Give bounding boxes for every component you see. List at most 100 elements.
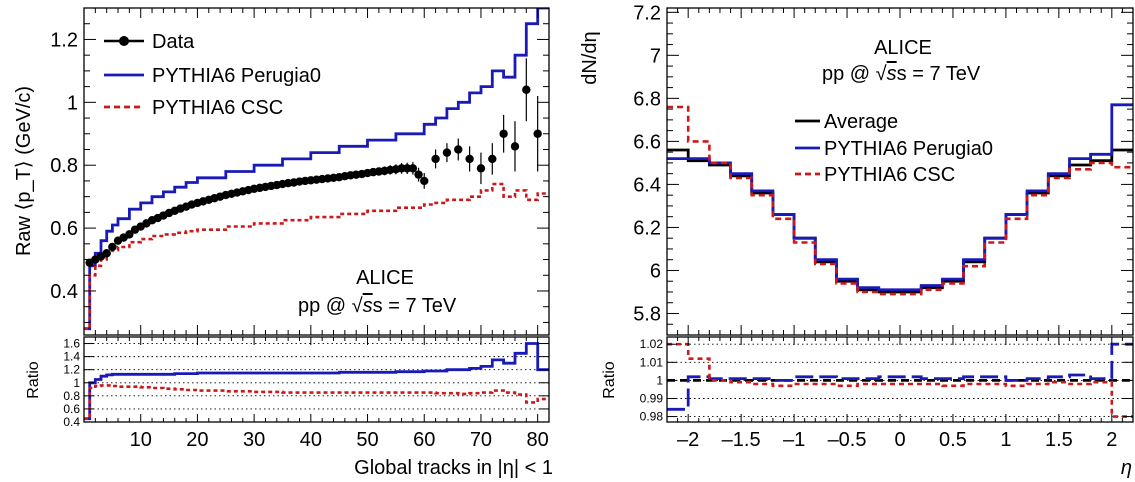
main-plot-area: [667, 103, 1133, 296]
legend-marker-data: [119, 36, 129, 46]
y-tick-label: 6.4: [633, 174, 661, 196]
series-line: [667, 105, 1133, 296]
ratio-tick-label: 1: [656, 373, 663, 387]
legend-label-data: Data: [152, 31, 195, 53]
legend-label-perugia0: PYTHIA6 Perugia0: [824, 138, 993, 160]
x-tick-label: –0.5: [828, 429, 867, 451]
data-point: [465, 154, 474, 164]
y-tick-label: 5.8: [633, 303, 661, 325]
y-tick-label: 0.6: [50, 218, 78, 240]
data-point: [454, 145, 463, 154]
ratio-line: [84, 342, 549, 421]
y-tick-label: 7: [650, 45, 661, 67]
ratio-plot-area: [84, 342, 549, 422]
data-point: [408, 164, 418, 173]
chart-pseudorapidity: –2 –1.5 –1 –0.5 0 0.5 1 1.5 2 5.8 6 6.2 6.4 6.6 6.8 7 7.…: [579, 2, 1134, 479]
data-point: [533, 129, 542, 138]
legend-entry-average: Average: [795, 111, 898, 133]
y-tick-label: 0.4: [50, 281, 78, 303]
y-tick-label: 6.8: [633, 88, 661, 110]
x-tick-label: –1.5: [722, 429, 761, 451]
x-tick-label: –1: [783, 429, 805, 451]
data-point: [499, 129, 508, 138]
ratio-line: [84, 384, 549, 420]
ratio-line: [667, 342, 1133, 411]
data-point: [431, 154, 440, 164]
series-line: [667, 103, 1133, 292]
legend-label-csc: PYTHIA6 CSC: [152, 97, 283, 119]
data-point: [125, 230, 134, 239]
y-tick-label: 6: [650, 260, 661, 282]
ratio-tick-label: 0.98: [640, 410, 664, 424]
ratio-tick-label: 1: [73, 376, 80, 390]
ratio-plot-area: [667, 342, 1133, 418]
ratio-tick-label: 0.4: [63, 415, 80, 429]
legend: Data PYTHIA6 Perugia0 PYTHIA6 CSC: [104, 31, 321, 119]
x-tick-label: 30: [243, 429, 265, 451]
y-tick-label: 0.8: [50, 155, 78, 177]
ratio-frame: [83, 336, 550, 423]
legend-entry-perugia0: PYTHIA6 Perugia0: [104, 65, 321, 87]
y-tick-label: 7.2: [633, 2, 661, 24]
x-tick-label: 80: [527, 429, 549, 451]
series-line: [84, 8, 549, 331]
annotation-experiment: ALICE: [356, 267, 414, 289]
legend-entry-csc: PYTHIA6 CSC: [795, 164, 955, 186]
data-point: [108, 242, 117, 252]
main-plot-area: [84, 8, 549, 331]
annotation-experiment: ALICE: [874, 37, 932, 59]
data-point: [442, 148, 452, 157]
x-tick-label: 0: [894, 429, 905, 451]
data-point: [522, 85, 531, 94]
ratio-line: [667, 342, 1133, 418]
axes: –2 –1.5 –1 –0.5 0 0.5 1 1.5 2 5.8 6 6.2 6.4 6.6 6.8 7 7.…: [633, 2, 1133, 451]
x-tick-label: 60: [413, 429, 435, 451]
data-point: [510, 142, 520, 151]
data-point: [488, 154, 497, 164]
ratio-axis-label: Ratio: [25, 361, 42, 398]
ratio-tick-label: 1.4: [63, 350, 80, 364]
legend: Average PYTHIA6 Perugia0 PYTHIA6 CSC: [795, 111, 993, 186]
axes: 10 20 30 40 50 60 70 800.40.60.811.20.40.60.811…: [50, 8, 550, 451]
data-point: [102, 249, 111, 258]
data-point: [476, 164, 486, 173]
x-tick-label: 10: [130, 429, 152, 451]
data-point: [420, 176, 429, 186]
x-tick-label: 2: [1106, 429, 1117, 451]
x-tick-label: 1.5: [1045, 429, 1073, 451]
x-tick-label: 0.5: [939, 429, 967, 451]
ratio-tick-label: 1.6: [63, 337, 80, 351]
x-tick-label: 1: [1000, 429, 1011, 451]
chart-multiplicity: 10 20 30 40 50 60 70 800.40.60.811.20.40.60.811…: [13, 7, 553, 479]
x-axis-label: η: [1121, 457, 1132, 479]
y-axis-label: Raw ⟨p_T⟩ (GeV/c): [13, 86, 35, 256]
legend-label-csc: PYTHIA6 CSC: [824, 164, 955, 186]
legend-label-average: Average: [824, 111, 898, 133]
ratio-tick-label: 0.6: [63, 402, 80, 416]
annotation: ALICE pp @ √ss = 7 TeV: [822, 37, 981, 85]
y-tick-label: 1: [67, 92, 78, 114]
y-axis-label: dN/dη: [579, 31, 601, 84]
x-tick-label: 40: [300, 429, 322, 451]
legend-entry-data: Data: [104, 31, 195, 53]
annotation-system: pp @ √ss = 7 TeV: [822, 63, 981, 85]
main-frame: [83, 7, 550, 336]
x-tick-label: 70: [470, 429, 492, 451]
y-tick-label: 6.6: [633, 131, 661, 153]
ratio-axis-label: Ratio: [601, 361, 618, 398]
ratio-tick-label: 1.01: [640, 355, 664, 369]
y-tick-label: 6.2: [633, 217, 661, 239]
ratio-tick-label: 0.99: [640, 391, 664, 405]
x-axis-label: Global tracks in |η| < 1: [354, 457, 553, 479]
legend-entry-perugia0: PYTHIA6 Perugia0: [795, 138, 993, 160]
legend-label-perugia0: PYTHIA6 Perugia0: [152, 65, 321, 87]
legend-entry-csc: PYTHIA6 CSC: [104, 97, 283, 119]
data-point: [414, 170, 423, 179]
annotation: ALICE pp @ √ss = 7 TeV: [298, 267, 457, 317]
ratio-tick-label: 1.2: [63, 363, 80, 377]
y-tick-label: 1.2: [50, 29, 78, 51]
x-tick-label: 50: [356, 429, 378, 451]
x-tick-label: 20: [186, 429, 208, 451]
x-tick-label: –2: [677, 429, 699, 451]
